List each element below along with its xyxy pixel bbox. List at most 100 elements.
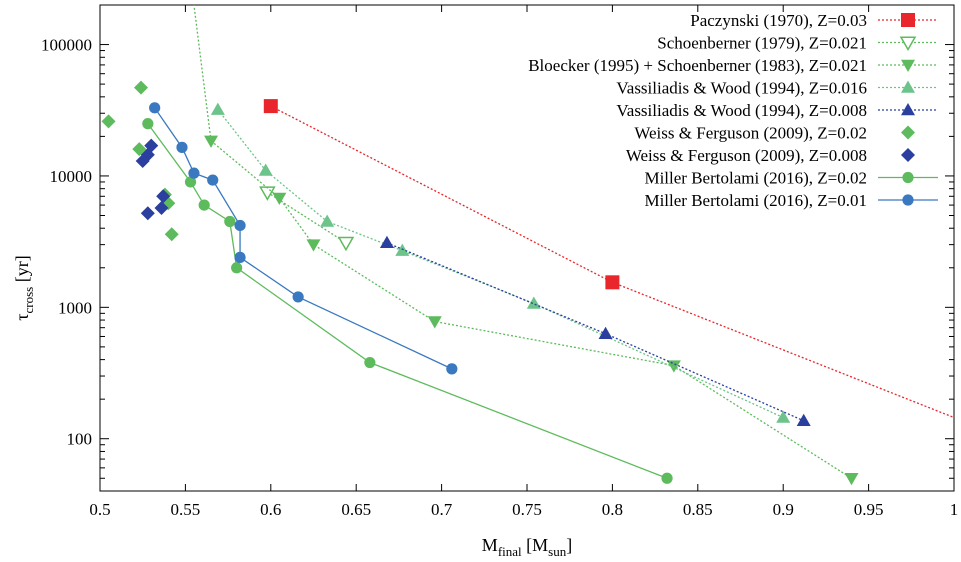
data-point	[132, 142, 147, 157]
data-point	[263, 99, 278, 114]
y-tick-label: 10000	[50, 167, 93, 186]
legend-marker	[901, 148, 915, 162]
legend-item: Schoenberner (1979), Z=0.021	[657, 34, 938, 53]
series-8	[149, 102, 458, 375]
series-line	[154, 107, 453, 370]
data-point	[234, 219, 246, 232]
series-line-extension	[193, 5, 212, 141]
x-tick-label: 0.55	[171, 500, 201, 519]
data-point	[133, 80, 148, 95]
x-tick-label: 0.7	[431, 500, 453, 519]
legend-marker	[901, 13, 915, 27]
legend-label: Schoenberner (1979), Z=0.021	[657, 34, 867, 53]
x-tick-label: 1	[950, 500, 959, 519]
series-line	[217, 109, 784, 419]
data-point	[164, 227, 179, 242]
data-point	[140, 206, 155, 221]
series-0	[263, 99, 954, 419]
data-point	[154, 201, 169, 216]
data-point	[207, 174, 219, 186]
legend-item: Miller Bertolami (2016), Z=0.01	[644, 191, 938, 210]
legend-label: Miller Bertolami (2016), Z=0.02	[644, 169, 867, 188]
data-point	[796, 413, 811, 427]
x-tick-label: 0.65	[341, 500, 371, 519]
data-point	[427, 316, 442, 329]
x-tick-label: 0.9	[773, 500, 794, 519]
data-point	[526, 296, 541, 309]
x-tick-label: 0.95	[854, 500, 884, 519]
series-6	[135, 138, 171, 221]
y-tick-label: 1000	[58, 298, 92, 317]
legend-label: Weiss & Ferguson (2009), Z=0.008	[626, 146, 867, 165]
data-point	[234, 251, 246, 263]
data-point	[272, 192, 287, 205]
y-tick-label: 100	[67, 430, 93, 449]
series-7	[142, 118, 673, 484]
data-point	[156, 189, 171, 204]
x-tick-label: 0.6	[260, 500, 281, 519]
data-point	[776, 410, 791, 423]
data-point	[142, 118, 154, 130]
legend-marker	[899, 36, 917, 52]
data-point	[364, 356, 376, 369]
data-point	[224, 215, 236, 228]
y-axis-title: τcross [yr]	[12, 255, 36, 320]
x-tick-label: 0.85	[683, 500, 713, 519]
legend-marker	[901, 80, 915, 93]
series-4	[379, 235, 811, 427]
legend-item: Weiss & Ferguson (2009), Z=0.008	[626, 146, 915, 165]
x-tick-label: 0.75	[512, 500, 542, 519]
data-point	[210, 102, 225, 115]
data-point	[204, 135, 219, 148]
data-point	[149, 102, 161, 114]
legend-label: Bloecker (1995) + Schoenberner (1983), Z…	[528, 56, 867, 75]
data-point	[337, 236, 355, 252]
legend-item: Vassiliadis & Wood (1994), Z=0.016	[616, 79, 938, 98]
series-1	[259, 186, 355, 252]
data-point	[184, 176, 197, 188]
series-3	[210, 102, 791, 423]
data-point	[446, 363, 458, 375]
data-point	[598, 326, 613, 339]
x-tick-label: 0.8	[602, 500, 623, 519]
data-point	[259, 186, 276, 201]
x-tick-label: 0.5	[89, 500, 110, 519]
data-point	[198, 199, 210, 211]
series-line	[267, 191, 347, 244]
legend-marker	[901, 103, 915, 116]
legend-marker	[901, 59, 915, 72]
legend-item: Paczynski (1970), Z=0.03	[690, 11, 938, 30]
data-point	[661, 472, 673, 484]
data-point	[231, 262, 243, 274]
data-point	[306, 239, 321, 252]
legend-marker	[901, 125, 915, 140]
data-point	[320, 214, 335, 227]
legend-label: Vassiliadis & Wood (1994), Z=0.016	[616, 79, 867, 98]
data-point	[292, 291, 304, 303]
legend-item: Weiss & Ferguson (2009), Z=0.02	[634, 124, 915, 143]
data-point	[605, 275, 620, 290]
series-layer	[101, 5, 954, 486]
legend-label: Miller Bertolami (2016), Z=0.01	[644, 191, 867, 210]
data-point	[666, 360, 681, 373]
legend: Paczynski (1970), Z=0.03 Schoenberner (19…	[528, 11, 938, 210]
legend-item: Vassiliadis & Wood (1994), Z=0.008	[616, 101, 938, 120]
legend-item: Miller Bertolami (2016), Z=0.02	[644, 169, 938, 188]
series-2	[193, 5, 859, 486]
y-tick-label: 100000	[41, 36, 92, 55]
data-point	[844, 473, 859, 486]
data-point	[258, 163, 273, 176]
data-point	[379, 235, 394, 249]
data-point	[188, 167, 200, 179]
data-point	[176, 141, 188, 153]
series-line	[210, 140, 852, 479]
legend-marker	[902, 194, 914, 206]
data-point	[135, 153, 150, 168]
legend-label: Vassiliadis & Wood (1994), Z=0.008	[616, 101, 867, 120]
data-point	[101, 114, 116, 129]
axis-ticks: 0.5 0.55 0.6 0.65 0.7 0.75 0.8 0.85 0.9 0.95 1 100 1…	[41, 4, 959, 519]
legend-marker	[902, 171, 914, 184]
legend-item: Bloecker (1995) + Schoenberner (1983), Z…	[528, 56, 938, 75]
legend-label: Weiss & Ferguson (2009), Z=0.02	[634, 124, 867, 143]
